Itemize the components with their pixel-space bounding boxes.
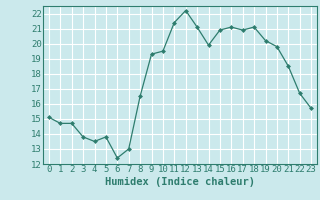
X-axis label: Humidex (Indice chaleur): Humidex (Indice chaleur) <box>105 177 255 187</box>
